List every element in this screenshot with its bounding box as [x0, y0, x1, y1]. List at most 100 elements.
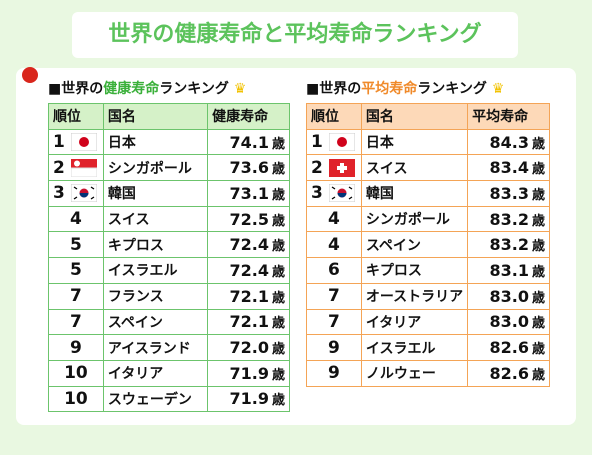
flag [328, 132, 356, 152]
rank-cell: 4 [306, 205, 362, 233]
country: イタリア [102, 359, 209, 387]
value: 83.1 [489, 260, 529, 280]
rank-cell: 6 [306, 257, 362, 284]
value: 72.4 [229, 260, 269, 280]
rank: 4 [70, 209, 82, 230]
rank: 9 [328, 363, 340, 384]
value: 74.1 [229, 132, 269, 152]
value-cell: 72.4 歳 [207, 257, 290, 284]
rank-cell: 5 [48, 257, 104, 284]
rank: 1 [311, 132, 323, 153]
value-cell: 72.1 歳 [207, 308, 290, 336]
value-cell: 72.1 歳 [207, 282, 290, 310]
table: 順位 国名 健康寿命 1 日本 74.1 歳 2 シンガポール 73.6 歳 3 韓国 73.1 歳 4 スイス… [48, 103, 290, 413]
rank-cell: 10 [48, 359, 104, 387]
heading-text: ■世界の [48, 81, 104, 97]
column-header: 健康寿命 [207, 103, 290, 130]
unit: 歳 [531, 187, 545, 203]
value: 73.1 [229, 183, 269, 203]
value: 72.5 [229, 209, 269, 229]
country: スイス [102, 205, 209, 233]
row: 5 キプロス 72.4 歳 [48, 231, 290, 259]
value-cell: 71.9 歳 [207, 359, 290, 387]
value-cell: 73.6 歳 [207, 154, 290, 182]
value: 82.6 [489, 338, 529, 358]
value: 83.3 [489, 183, 529, 203]
rank-cell: 2 [306, 154, 362, 182]
row: 5 イスラエル 72.4 歳 [48, 257, 290, 284]
value-cell: 72.0 歳 [207, 334, 290, 361]
unit: 歳 [271, 316, 285, 332]
unit: 歳 [271, 162, 285, 178]
unit: 歳 [531, 264, 545, 280]
country: イスラエル [102, 257, 209, 284]
country: シンガポール [102, 154, 209, 182]
unit: 歳 [531, 367, 545, 383]
rank: 2 [53, 157, 65, 178]
value-cell: 83.4 歳 [467, 154, 550, 182]
rank-cell: 9 [306, 334, 362, 361]
unit: 歳 [271, 367, 285, 383]
rank-cell: 3 [306, 180, 362, 207]
unit: 歳 [531, 136, 545, 152]
value: 83.0 [489, 312, 529, 332]
unit: 歳 [271, 264, 285, 280]
value-cell: 84.3 歳 [467, 128, 550, 156]
rank-cell: 1 [48, 128, 104, 156]
row: 7 スペイン 72.1 歳 [48, 308, 290, 336]
heading: ■世界の平均寿命ランキング ♛ [306, 78, 504, 98]
rank: 9 [70, 337, 82, 358]
rank: 2 [311, 157, 323, 178]
value-cell: 72.4 歳 [207, 231, 290, 259]
value-cell: 73.1 歳 [207, 180, 290, 207]
value-cell: 83.0 歳 [467, 282, 550, 310]
unit: 歳 [531, 342, 545, 358]
value: 72.1 [229, 312, 269, 332]
unit: 歳 [271, 213, 285, 229]
crown: ♛ [491, 81, 505, 97]
row: 6 キプロス 83.1 歳 [306, 257, 550, 284]
country: 日本 [102, 128, 209, 156]
column-header: 順位 [48, 103, 104, 130]
country: キプロス [102, 231, 209, 259]
value-cell: 83.1 歳 [467, 257, 550, 284]
value: 82.6 [489, 363, 529, 383]
rank: 4 [328, 209, 340, 230]
value: 84.3 [489, 132, 529, 152]
unit: 歳 [531, 213, 545, 229]
rank: 7 [328, 286, 340, 307]
heading-text: ランキング [159, 81, 229, 97]
rank-cell: 7 [48, 282, 104, 310]
value: 83.0 [489, 286, 529, 306]
rank: 5 [70, 260, 82, 281]
rank-cell: 7 [48, 308, 104, 336]
country: シンガポール [360, 205, 469, 233]
rank: 3 [311, 183, 323, 204]
table: 順位 国名 平均寿命 1 日本 84.3 歳 2 スイス 83.4 歳 3 韓国 83.3 歳 4 シンガポール… [306, 103, 550, 387]
unit: 歳 [531, 239, 545, 255]
value-cell: 74.1 歳 [207, 128, 290, 156]
value: 72.1 [229, 286, 269, 306]
heading-highlight: 健康寿命 [103, 81, 160, 97]
unit: 歳 [271, 187, 285, 203]
row: 4 スイス 72.5 歳 [48, 205, 290, 233]
row: 7 オーストラリア 83.0 歳 [306, 282, 550, 310]
rank: 6 [328, 260, 340, 281]
unit: 歳 [271, 393, 285, 409]
country: 韓国 [360, 180, 469, 207]
country: ノルウェー [360, 359, 469, 387]
row: 1 日本 84.3 歳 [306, 128, 550, 156]
crown: ♛ [233, 81, 247, 97]
column-header: 国名 [360, 103, 469, 130]
country: スイス [360, 154, 469, 182]
unit: 歳 [271, 342, 285, 358]
country: スウェーデン [102, 385, 209, 413]
rank: 4 [328, 234, 340, 255]
value: 72.4 [229, 235, 269, 255]
rank-cell: 2 [48, 154, 104, 182]
heading-text: ランキング [417, 81, 487, 97]
value-cell: 82.6 歳 [467, 359, 550, 387]
flag [70, 158, 98, 178]
rank: 3 [53, 183, 65, 204]
